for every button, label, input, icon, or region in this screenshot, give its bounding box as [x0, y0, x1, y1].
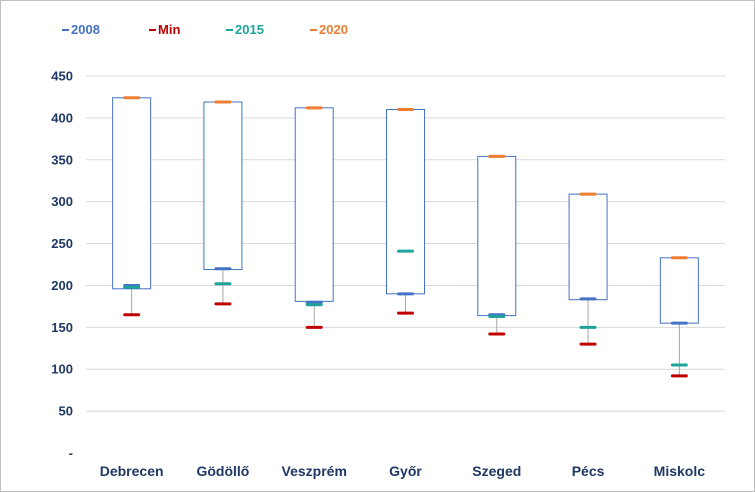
x-category-label: Szeged	[472, 463, 521, 479]
box	[294, 107, 334, 302]
y-tick-label: 450	[51, 69, 73, 84]
y-tick-label: 250	[51, 236, 73, 251]
legend-item-2008: 2008	[62, 22, 100, 37]
x-category-label: Gödöllő	[196, 463, 249, 479]
box	[477, 155, 517, 317]
legend-item-2015: 2015	[226, 22, 264, 37]
x-category-label: Győr	[389, 463, 422, 479]
legend-marker-2020	[310, 28, 317, 31]
x-category-label: Pécs	[572, 463, 605, 479]
legend-marker-2015	[226, 28, 233, 31]
y-tick-label: 100	[51, 362, 73, 377]
legend-label-2015: 2015	[235, 22, 264, 37]
y-tick-label: 400	[51, 110, 73, 125]
legend-marker-min	[149, 28, 156, 31]
box	[112, 97, 152, 290]
legend-item-2020: 2020	[310, 22, 348, 37]
legend-item-min: Min	[149, 22, 180, 37]
y-tick-label: 200	[51, 278, 73, 293]
box	[386, 109, 425, 295]
y-tick-label: 350	[51, 152, 73, 167]
legend-label-2020: 2020	[319, 22, 348, 37]
x-category-label: Veszprém	[282, 463, 347, 479]
box	[659, 257, 699, 324]
y-tick-label: 150	[51, 320, 73, 335]
y-tick-label: 300	[51, 194, 73, 209]
x-category-label: Miskolc	[654, 463, 706, 479]
legend-label-2008: 2008	[71, 22, 100, 37]
legend-marker-2008	[62, 28, 69, 31]
y-tick-label: -	[69, 446, 73, 461]
box	[568, 193, 608, 301]
box	[203, 101, 243, 271]
y-tick-label: 50	[59, 404, 73, 419]
legend-label-min: Min	[158, 22, 181, 37]
x-category-label: Debrecen	[100, 463, 164, 479]
